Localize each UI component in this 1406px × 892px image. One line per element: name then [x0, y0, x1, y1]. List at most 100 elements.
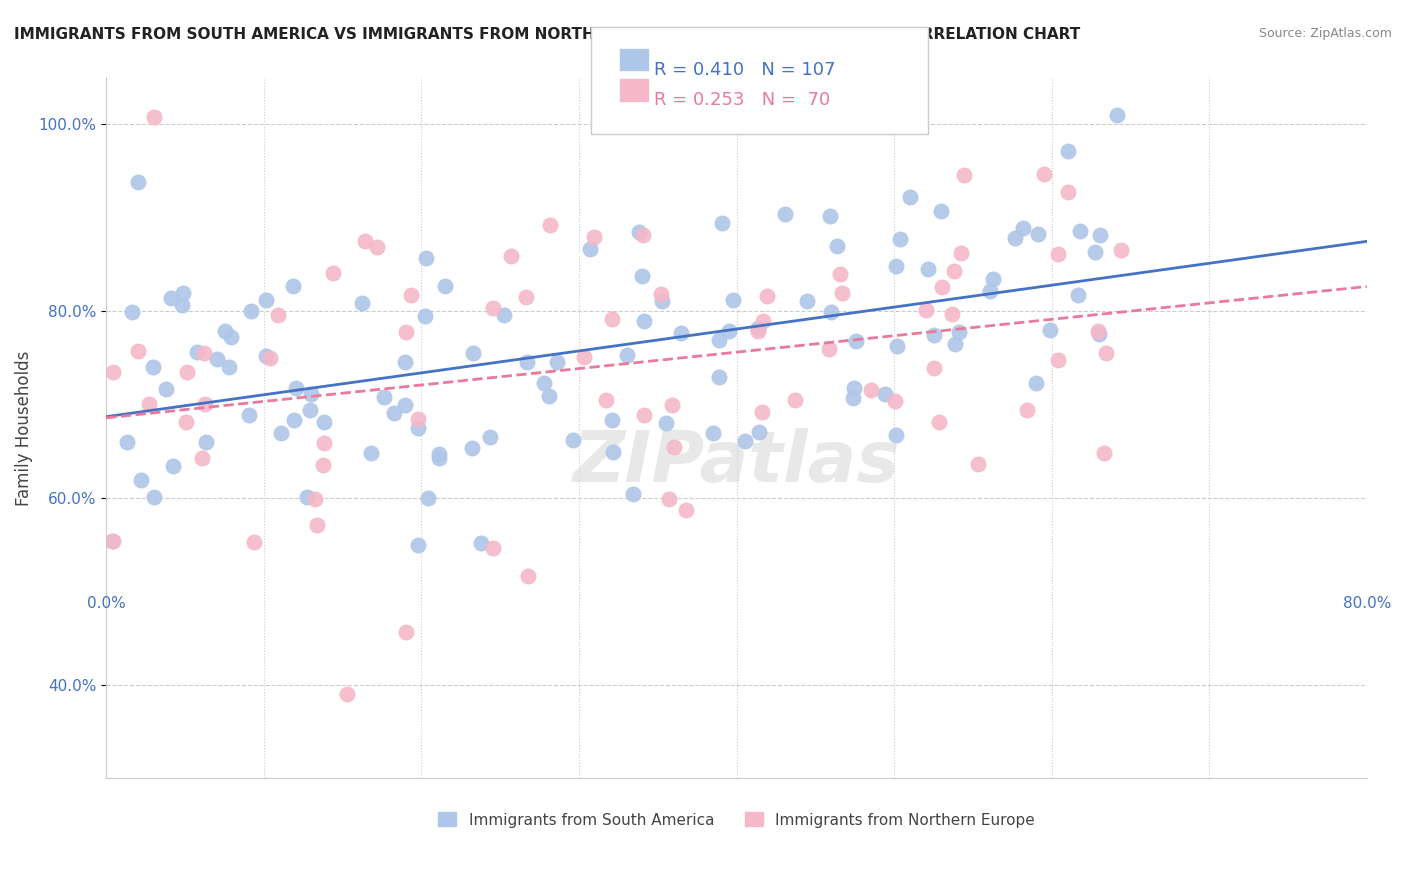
Point [322, 267, 344, 281]
Point [752, 313, 775, 327]
Point [195, 434, 218, 449]
Point [415, 252, 437, 266]
Point [478, 430, 501, 444]
Point [953, 169, 976, 183]
Point [284, 381, 307, 395]
Point [886, 339, 908, 353]
Point [191, 450, 214, 465]
Point [884, 428, 907, 442]
Point [395, 325, 418, 339]
Point [418, 491, 440, 505]
Point [1046, 353, 1069, 368]
Point [254, 293, 277, 307]
Point [283, 413, 305, 427]
Point [312, 416, 335, 430]
Point [1109, 244, 1132, 258]
Point [1069, 225, 1091, 239]
Point [1025, 376, 1047, 390]
Text: R = 0.253   N =  70: R = 0.253 N = 70 [654, 91, 830, 109]
Point [883, 394, 905, 409]
Point [889, 232, 911, 246]
Point [633, 314, 655, 328]
Point [845, 334, 868, 349]
Point [702, 425, 724, 440]
Point [950, 245, 973, 260]
Point [710, 217, 733, 231]
Point [602, 445, 624, 459]
Point [121, 305, 143, 319]
Point [1092, 446, 1115, 460]
Point [562, 433, 585, 447]
Point [254, 349, 277, 363]
Point [219, 330, 242, 344]
Point [818, 209, 841, 223]
Point [572, 350, 595, 364]
Point [602, 312, 624, 326]
Point [101, 533, 124, 548]
Point [915, 303, 938, 318]
Point [661, 398, 683, 412]
Text: IMMIGRANTS FROM SOUTH AMERICA VS IMMIGRANTS FROM NORTHERN EUROPE FAMILY HOUSEHOL: IMMIGRANTS FROM SOUTH AMERICA VS IMMIGRA… [14, 27, 1080, 42]
Point [579, 242, 602, 256]
Point [172, 285, 194, 300]
Point [406, 421, 429, 435]
Point [494, 308, 516, 322]
Point [460, 441, 482, 455]
Point [155, 382, 177, 396]
Point [186, 344, 208, 359]
Point [1015, 402, 1038, 417]
Point [270, 426, 292, 441]
Point [860, 383, 883, 397]
Point [382, 405, 405, 419]
Point [630, 268, 652, 283]
Point [773, 207, 796, 221]
Point [931, 204, 953, 219]
Point [650, 286, 672, 301]
Point [1088, 227, 1111, 242]
Point [312, 436, 335, 450]
Point [481, 301, 503, 316]
Point [373, 390, 395, 404]
Point [747, 324, 769, 338]
Point [143, 110, 166, 124]
Point [413, 309, 436, 323]
Point [707, 333, 730, 347]
Point [350, 296, 373, 310]
Point [1057, 144, 1080, 158]
Point [1088, 327, 1111, 342]
Y-axis label: Family Households: Family Households [15, 351, 32, 506]
Point [501, 249, 523, 263]
Point [922, 328, 945, 343]
Point [655, 416, 678, 430]
Point [755, 288, 778, 302]
Point [538, 218, 561, 232]
Point [354, 234, 377, 248]
Point [831, 285, 853, 300]
Point [259, 351, 281, 365]
Point [193, 346, 215, 360]
Point [295, 491, 318, 505]
Point [621, 487, 644, 501]
Point [533, 376, 555, 391]
Point [242, 535, 264, 549]
Point [1046, 247, 1069, 261]
Point [1032, 167, 1054, 181]
Point [515, 290, 537, 304]
Point [627, 225, 650, 239]
Point [131, 473, 153, 487]
Point [917, 262, 939, 277]
Point [747, 321, 769, 335]
Point [948, 325, 970, 339]
Point [267, 309, 290, 323]
Point [595, 392, 617, 407]
Text: 0.0%: 0.0% [87, 596, 125, 611]
Point [162, 459, 184, 474]
Point [884, 259, 907, 273]
Point [101, 534, 124, 549]
Point [669, 326, 692, 341]
Point [900, 190, 922, 204]
Point [127, 175, 149, 189]
Point [751, 405, 773, 419]
Point [922, 360, 945, 375]
Point [825, 238, 848, 252]
